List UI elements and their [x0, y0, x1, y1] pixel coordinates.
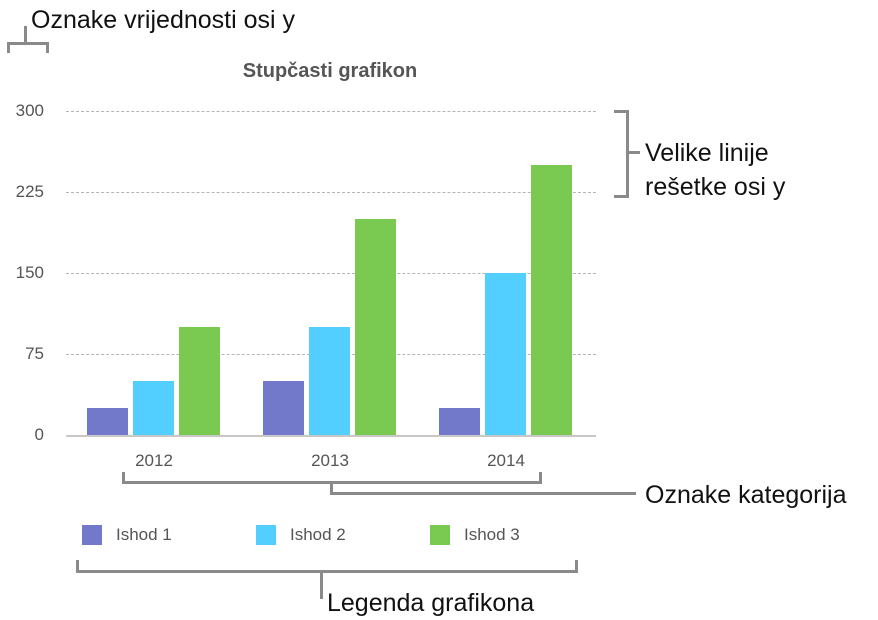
legend-label-ishod-3: Ishod 3	[464, 525, 520, 544]
gridline-225	[66, 192, 596, 193]
gridlines-connector	[628, 151, 640, 154]
legend-item-ishod-1: Ishod 1	[82, 525, 172, 545]
callout-y-axis-labels: Oznake vrijednosti osi y	[31, 6, 296, 34]
y-tick-75: 75	[25, 344, 44, 363]
gridline-300	[66, 111, 596, 112]
category-label-2012: 2012	[135, 451, 173, 470]
y-tick-225: 225	[15, 182, 44, 201]
category-labels-connector-h	[330, 492, 636, 495]
category-label-2013: 2013	[311, 451, 349, 470]
bar-2012-ishod-1	[87, 408, 128, 435]
y-tick-150: 150	[15, 263, 44, 282]
callout-gridlines-line1: Velike linije	[645, 139, 769, 167]
x-axis-line	[66, 435, 596, 437]
legend-item-ishod-3: Ishod 3	[430, 525, 520, 545]
y-tick-300: 300	[15, 101, 44, 120]
category-label-2014: 2014	[487, 451, 525, 470]
y-axis-labels-connector	[24, 26, 27, 42]
legend-swatch-ishod-3	[430, 525, 450, 545]
gridlines-bracket	[614, 110, 629, 198]
legend-connector	[320, 571, 323, 599]
bar-2013-ishod-3	[355, 219, 396, 435]
bar-2014-ishod-3	[531, 165, 572, 435]
legend-item-ishod-2: Ishod 2	[256, 525, 346, 545]
legend-label-ishod-2: Ishod 2	[290, 525, 346, 544]
category-labels-connector-v	[330, 482, 333, 494]
legend-label-ishod-1: Ishod 1	[116, 525, 172, 544]
bar-2012-ishod-3	[179, 327, 220, 435]
bar-2014-ishod-2	[485, 273, 526, 435]
legend-swatch-ishod-2	[256, 525, 276, 545]
chart-title: Stupčasti grafikon	[242, 60, 418, 82]
legend-swatch-ishod-1	[82, 525, 102, 545]
callout-gridlines-line2: rešetke osi y	[645, 173, 786, 201]
callout-category-labels: Oznake kategorija	[645, 481, 847, 509]
bar-2012-ishod-2	[133, 381, 174, 435]
bar-2013-ishod-2	[309, 327, 350, 435]
bar-2013-ishod-1	[263, 381, 304, 435]
callout-legend: Legenda grafikona	[327, 589, 535, 617]
gridline-150	[66, 273, 596, 274]
bar-2014-ishod-1	[439, 408, 480, 435]
legend-bracket	[76, 560, 578, 573]
y-axis-labels-bracket	[7, 42, 49, 53]
y-tick-0: 0	[34, 425, 44, 444]
